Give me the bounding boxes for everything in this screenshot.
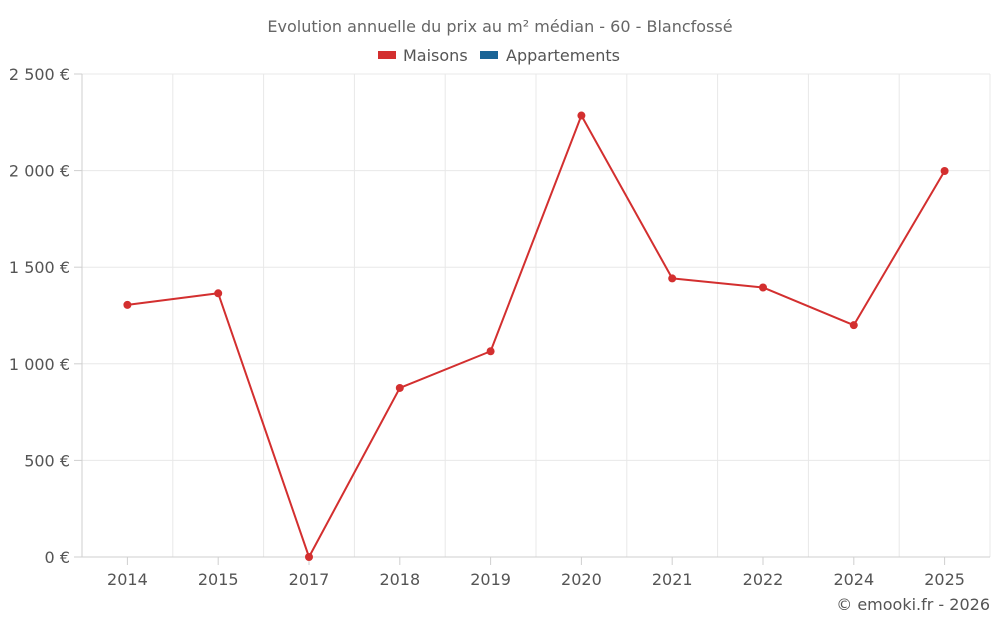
y-tick-label: 2 500 €	[9, 65, 70, 84]
x-tick-label: 2022	[743, 570, 784, 589]
data-point-maisons-2014[interactable]	[123, 300, 132, 309]
legend-swatch-appartements	[480, 51, 498, 59]
data-point-maisons-2017[interactable]	[305, 553, 313, 561]
legend-item-maisons[interactable]: Maisons	[378, 46, 468, 65]
data-point-maisons-2022[interactable]	[759, 283, 767, 292]
x-tick-label: 2021	[652, 570, 693, 589]
x-tick-label: 2025	[924, 570, 965, 589]
series-maisons	[123, 111, 949, 561]
y-tick-label: 500 €	[24, 451, 70, 470]
legend-label-maisons: Maisons	[403, 46, 468, 65]
y-tick-label: 2 000 €	[9, 162, 70, 181]
x-tick-label: 2014	[107, 570, 148, 589]
x-tick-label: 2018	[379, 570, 420, 589]
data-point-maisons-2020[interactable]	[577, 111, 586, 120]
legend: Maisons Appartements	[378, 46, 620, 65]
y-tick-label: 1 500 €	[9, 258, 70, 277]
grid	[81, 73, 991, 557]
x-tick-label: 2020	[561, 570, 602, 589]
series-line-maisons	[127, 114, 946, 558]
legend-label-appartements: Appartements	[506, 46, 620, 65]
data-point-maisons-2015[interactable]	[214, 289, 223, 298]
x-tick-label: 2024	[833, 570, 874, 589]
y-tick-label: 0 €	[45, 548, 70, 567]
x-tick-label: 2015	[198, 570, 239, 589]
legend-item-appartements[interactable]: Appartements	[480, 46, 620, 65]
data-point-maisons-2018[interactable]	[395, 383, 404, 392]
tick-labels: 0 € 500 € 1 000 € 1 500 € 2 000 € 2 500 € 2014…	[9, 65, 965, 589]
chart-title: Evolution annuelle du prix au m² médian …	[267, 17, 732, 36]
axes	[74, 73, 990, 565]
y-tick-label: 1 000 €	[9, 355, 70, 374]
data-point-maisons-2025[interactable]	[940, 166, 949, 175]
data-point-maisons-2024[interactable]	[849, 321, 858, 330]
credit-text: © emooki.fr - 2026	[836, 595, 990, 614]
x-tick-label: 2019	[470, 570, 511, 589]
x-tick-label: 2017	[289, 570, 330, 589]
data-point-maisons-2021[interactable]	[668, 274, 677, 283]
data-point-maisons-2019[interactable]	[486, 347, 495, 356]
legend-swatch-maisons	[378, 51, 396, 59]
